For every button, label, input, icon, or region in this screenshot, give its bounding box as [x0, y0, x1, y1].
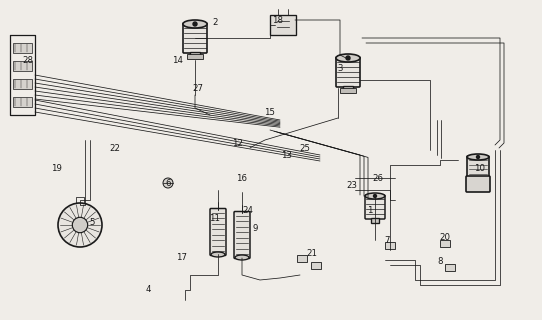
Text: 14: 14 — [172, 55, 184, 65]
Bar — [190, 52, 200, 58]
Text: 6: 6 — [165, 179, 171, 188]
Text: 28: 28 — [23, 55, 34, 65]
Bar — [385, 242, 395, 249]
Circle shape — [58, 203, 102, 247]
Bar — [445, 263, 455, 270]
Text: 10: 10 — [474, 164, 486, 172]
Text: 18: 18 — [273, 15, 283, 25]
Bar — [340, 88, 356, 93]
Text: 1: 1 — [367, 205, 373, 214]
Bar — [13, 79, 32, 89]
Circle shape — [72, 217, 88, 233]
Ellipse shape — [211, 252, 225, 257]
FancyBboxPatch shape — [183, 23, 207, 53]
Ellipse shape — [365, 193, 385, 199]
Circle shape — [476, 156, 480, 158]
Text: 9: 9 — [253, 223, 257, 233]
Bar — [371, 218, 379, 223]
Circle shape — [163, 178, 173, 188]
Text: 26: 26 — [372, 173, 384, 182]
Circle shape — [193, 22, 197, 26]
Text: 5: 5 — [89, 218, 95, 227]
Bar — [13, 97, 32, 107]
FancyBboxPatch shape — [336, 57, 360, 87]
Text: 24: 24 — [242, 205, 254, 214]
Circle shape — [373, 195, 377, 197]
Text: 2: 2 — [212, 18, 218, 27]
Circle shape — [346, 56, 350, 60]
Text: 22: 22 — [109, 143, 120, 153]
Text: 3: 3 — [337, 63, 343, 73]
Bar — [13, 61, 32, 71]
Text: 7: 7 — [384, 236, 390, 244]
Text: 15: 15 — [264, 108, 275, 116]
FancyBboxPatch shape — [234, 212, 250, 259]
Text: 4: 4 — [145, 285, 151, 294]
FancyBboxPatch shape — [466, 176, 490, 192]
Text: 21: 21 — [306, 249, 318, 258]
Bar — [297, 254, 307, 261]
Bar — [343, 86, 353, 92]
Ellipse shape — [336, 54, 360, 62]
Text: 19: 19 — [50, 164, 61, 172]
Bar — [187, 54, 203, 59]
Text: 17: 17 — [177, 253, 188, 262]
Text: 16: 16 — [236, 173, 248, 182]
Ellipse shape — [183, 20, 207, 28]
Text: 25: 25 — [300, 143, 311, 153]
Bar — [270, 15, 296, 35]
FancyBboxPatch shape — [365, 195, 385, 219]
Text: 12: 12 — [233, 139, 243, 148]
Text: 11: 11 — [210, 213, 221, 222]
Text: 13: 13 — [281, 150, 293, 159]
FancyBboxPatch shape — [210, 209, 226, 255]
Text: 8: 8 — [437, 257, 443, 266]
Bar — [311, 261, 321, 268]
Bar — [13, 43, 32, 53]
Text: 27: 27 — [192, 84, 203, 92]
Ellipse shape — [467, 154, 489, 160]
Ellipse shape — [235, 255, 249, 260]
FancyBboxPatch shape — [467, 156, 489, 178]
Bar — [440, 239, 450, 246]
Text: 20: 20 — [440, 233, 450, 242]
Text: 23: 23 — [346, 180, 358, 189]
